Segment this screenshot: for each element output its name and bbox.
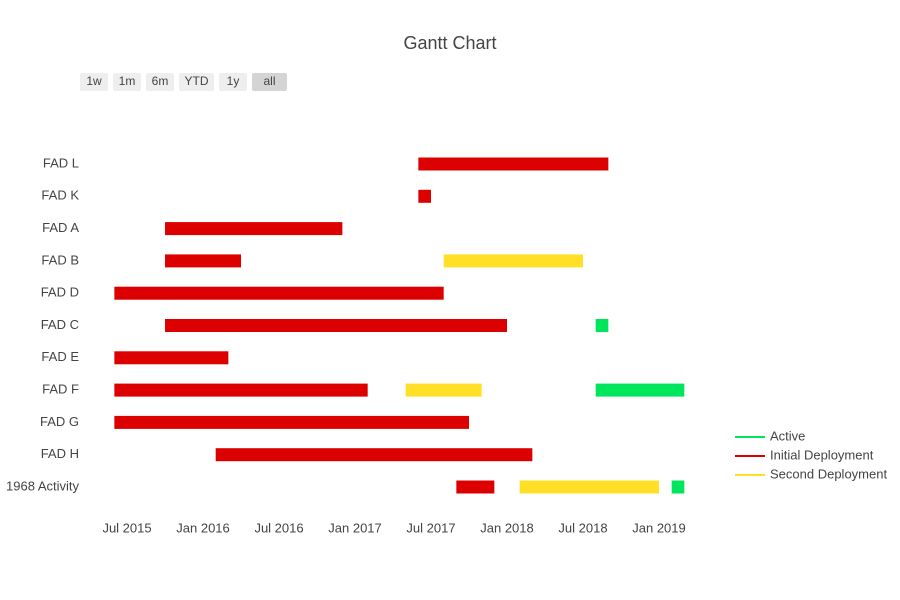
range-button-label[interactable]: YTD [185,74,209,88]
y-tick-label: FAD K [41,188,79,203]
gantt-bar [405,383,482,397]
y-tick-label: FAD H [41,446,79,461]
range-button[interactable] [219,73,247,91]
y-tick-label: FAD G [40,414,79,429]
range-button-label[interactable]: all [263,74,275,88]
x-tick-label: Jul 2015 [102,520,151,535]
legend-label: Active [770,428,805,443]
y-tick-label: FAD L [43,155,79,170]
y-tick-label: FAD E [41,349,79,364]
legend-label: Initial Deployment [770,447,874,462]
gantt-bar [443,254,584,268]
range-button[interactable] [252,73,287,91]
y-tick-label: FAD C [41,317,79,332]
range-button-label[interactable]: 1w [86,74,102,88]
x-tick-label: Jul 2017 [406,520,455,535]
y-tick-label: FAD A [42,220,79,235]
y-tick-label: FAD D [41,285,79,300]
range-button[interactable] [113,73,141,91]
gantt-bar [114,351,229,365]
gantt-bar [595,319,609,332]
x-tick-label: Jul 2018 [558,520,607,535]
x-tick-label: Jul 2016 [254,520,303,535]
range-button-label[interactable]: 1m [119,74,136,88]
gantt-bar [165,222,343,236]
y-tick-label: FAD B [41,252,79,267]
gantt-bar [114,415,470,429]
x-tick-label: Jan 2016 [176,520,230,535]
y-tick-label: FAD F [42,382,79,397]
gantt-bar [595,383,685,397]
gantt-bar [519,480,660,494]
range-button-label[interactable]: 1y [227,74,240,88]
gantt-bar [165,254,242,268]
gantt-bar [215,448,533,462]
x-tick-label: Jan 2017 [328,520,382,535]
gantt-bar [114,286,444,300]
x-tick-label: Jan 2018 [480,520,534,535]
gantt-bar [165,319,508,332]
legend-label: Second Deployment [770,466,887,481]
gantt-bar [418,157,609,171]
range-button[interactable] [146,73,174,91]
range-button-label[interactable]: 6m [152,74,169,88]
gantt-bar [671,480,685,494]
range-button[interactable] [80,73,108,91]
range-button[interactable] [179,73,214,91]
gantt-bar [456,480,495,494]
chart-title: Gantt Chart [403,33,496,53]
y-tick-label: 1968 Activity [6,478,79,493]
gantt-bar [114,383,368,397]
gantt-bar [418,189,432,203]
x-tick-label: Jan 2019 [632,520,686,535]
